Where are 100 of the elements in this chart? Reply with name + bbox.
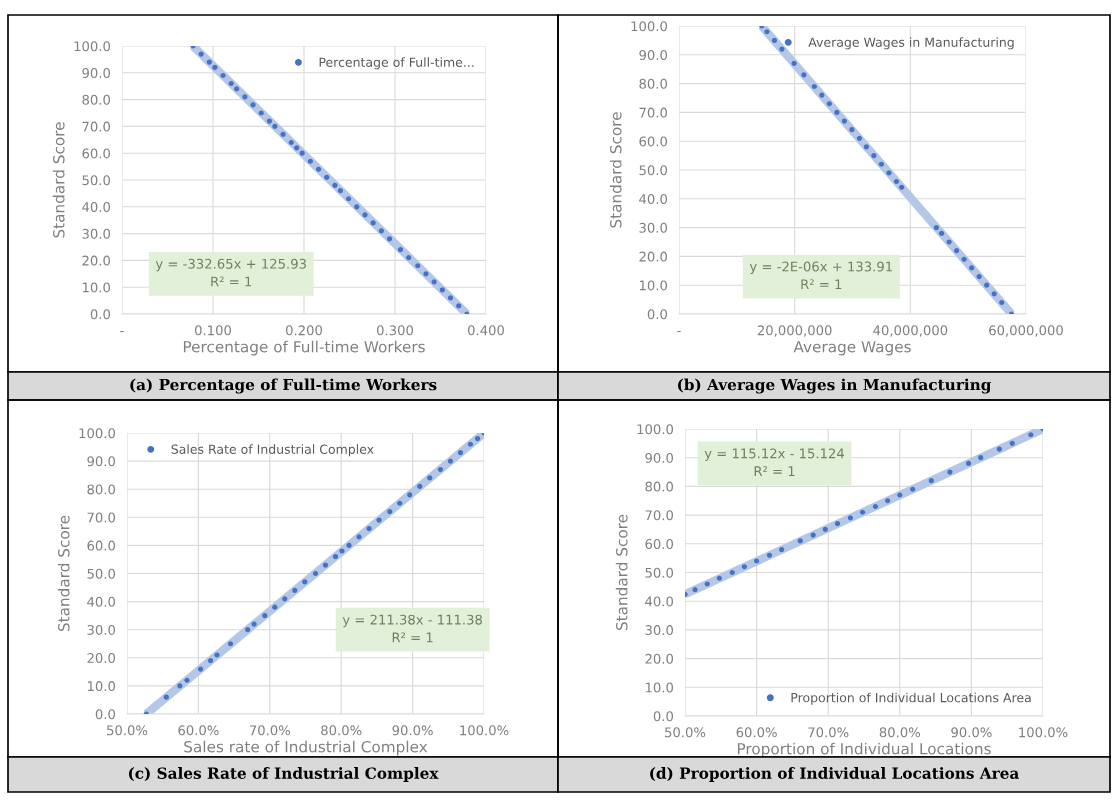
point [206,59,212,65]
y-tick-label: 0.0 [95,709,116,720]
point [456,303,462,309]
x-tick-label: 50.0% [665,727,706,738]
point [741,564,748,570]
point [872,503,879,510]
point [387,509,393,515]
y-tick-label: 20.0 [82,255,111,266]
y-tick-label: 70.0 [82,121,111,132]
y-tick-label: 60.0 [639,136,668,147]
point [771,37,778,43]
point [423,271,429,277]
y-tick-label: 100.0 [74,41,111,52]
text: (b) Average Wages in Manufacturing [678,378,992,394]
point [262,613,268,619]
text: (a) Percentage of Full-time Workers [130,378,437,394]
y-tick-label: 70.0 [645,510,674,521]
y-tick-label: 90.0 [82,68,111,78]
point [474,436,481,442]
point [754,558,760,564]
point [354,204,360,210]
legend-label: Proportion of Individual Locations Area [791,692,1031,705]
point [370,220,376,226]
y-tick-label: 30.0 [87,624,116,635]
x-tick-label: 70.0% [249,725,291,736]
point [312,570,319,577]
point [841,118,847,124]
point [716,575,722,581]
point [302,579,308,585]
point [961,256,967,262]
point [871,153,877,159]
point [366,525,372,532]
y-tick-label: 60.0 [87,540,116,551]
point [764,29,770,35]
point [856,135,863,141]
point [822,526,828,533]
y-tick-label: 60.0 [82,148,111,159]
point [457,450,464,456]
y-tick-label: 10.0 [645,682,674,693]
y-tick-label: 0.0 [647,309,668,320]
x-tick-label: 0.300 [376,325,414,336]
y-tick-label: 100.0 [79,428,116,439]
point [834,109,840,115]
point [810,532,816,538]
y-tick-label: 20.0 [87,653,116,663]
point [397,500,403,506]
point [431,279,437,285]
point [227,641,234,647]
point [797,538,803,544]
point [729,569,735,576]
point [885,498,891,504]
point [826,101,832,107]
point [356,534,362,540]
point [250,102,256,108]
point [339,548,345,554]
x-tick-label: 90.0% [392,725,433,736]
annotation: R² = 1 [754,466,795,476]
point [337,188,343,194]
y-tick-label: 90.0 [87,456,116,467]
point [965,460,972,467]
point [946,239,952,245]
point [863,144,869,150]
x-tick-label: - [120,330,124,333]
x-tick-label: 50.0% [107,725,148,736]
point [184,677,190,683]
y-tick-label: 30.0 [645,625,674,636]
point [345,196,352,202]
point [282,596,288,602]
annotation: R² = 1 [801,279,842,290]
point [397,247,404,253]
y-tick-label: 80.0 [639,78,668,89]
legend-label: Sales Rate of Industrial Complex [171,444,374,457]
point [251,621,257,627]
y-tick-label: 50.0 [82,175,111,186]
point [362,212,368,218]
point [1028,432,1034,438]
point [969,265,975,271]
point [467,441,474,447]
point [834,521,841,527]
point [280,131,286,138]
y-tick-label: 60.0 [645,539,674,549]
point [947,469,953,475]
point [207,658,214,664]
annotation: y = -2E-06x + 133.91 [749,261,892,275]
y-tick-label: 80.0 [82,94,111,105]
point [437,466,444,473]
point [245,627,251,633]
x-tick-label: 60.0% [736,727,777,738]
point [406,255,412,261]
point [984,282,990,288]
point [847,515,853,521]
y-tick-label: 30.0 [82,228,111,239]
x-tick-label: 60,000,000 [989,325,1063,337]
y-tick-label: 10.0 [639,280,668,291]
point [791,60,797,67]
point [346,542,352,548]
x-tick-label: 100.0% [1019,727,1068,738]
annotation: R² = 1 [211,276,252,287]
point [288,139,294,146]
point [878,161,885,167]
